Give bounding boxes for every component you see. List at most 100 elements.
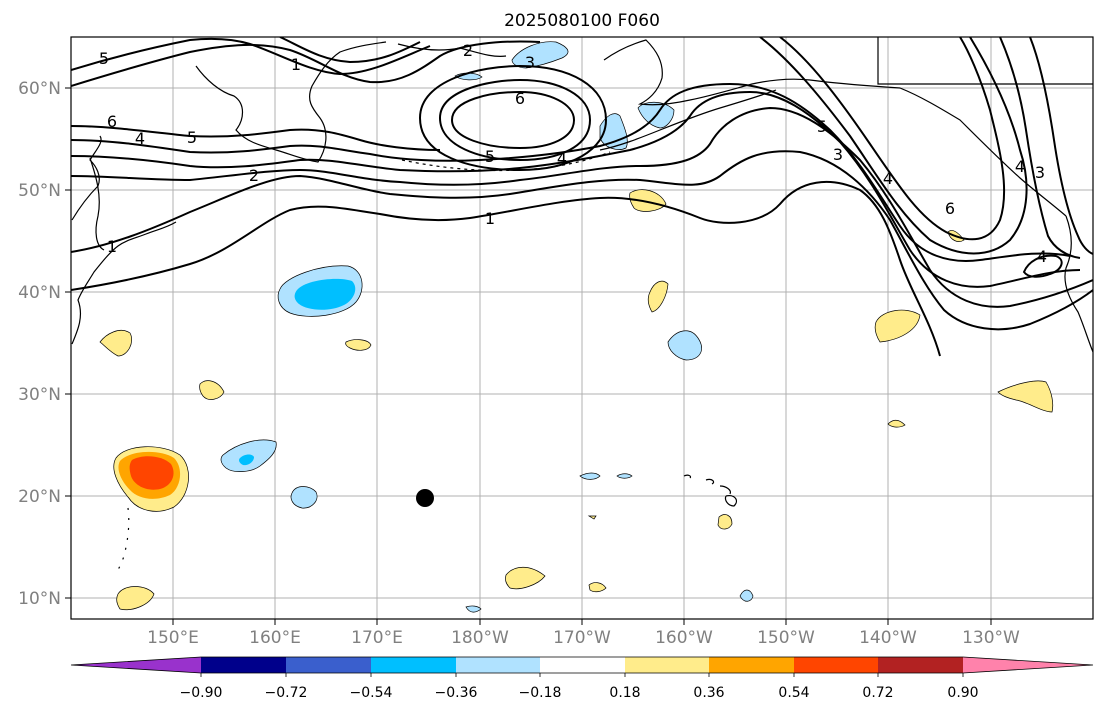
- warm-patch-27n-140w: [887, 420, 906, 428]
- colorbar-labels: −0.90 −0.72 −0.54 −0.36 −0.18 0.18 0.36 …: [180, 685, 979, 701]
- colorbar-segment: [709, 657, 794, 673]
- shaded-regions: [99, 41, 1054, 613]
- x-tick-label: 170°W: [553, 628, 611, 648]
- y-tick-label: 20°N: [18, 487, 61, 507]
- warm-patch-12n-177w: [505, 566, 546, 590]
- cold-patch-63n-175w: [511, 41, 569, 69]
- warm-patch-31n-153e: [199, 380, 225, 400]
- colorbar-segment: [286, 657, 371, 673]
- x-tick-label: 130°W: [962, 628, 1020, 648]
- contour-north-3: [279, 37, 421, 64]
- colorbar-segment: [371, 657, 456, 673]
- warm-patch-11n-169w: [588, 582, 607, 593]
- map-title: 2025080100 F060: [504, 11, 660, 31]
- colorbar-extend-max: [963, 657, 1093, 673]
- contour-low-ring-3: [418, 64, 608, 172]
- contour-label: 2: [249, 166, 259, 185]
- contour-label: 6: [515, 89, 525, 108]
- contour-label: 4: [1037, 247, 1047, 266]
- cold-patch-34n-160w: [667, 330, 702, 361]
- contour-label: 2: [463, 41, 473, 60]
- axis-ticks: [65, 87, 992, 625]
- contour-5-south: [71, 82, 1071, 262]
- colorbar-label: −0.72: [265, 685, 308, 701]
- warm-patch-35n-145e: [99, 329, 132, 357]
- coast-sakhalin: [89, 157, 105, 251]
- colorbar-label: 0.54: [778, 685, 809, 701]
- contour-label: 5: [485, 147, 495, 166]
- cold-blob-20n: [290, 486, 318, 509]
- y-tick-label: 60°N: [18, 79, 61, 99]
- colorbar-label: −0.90: [180, 685, 223, 701]
- contour-4-south: [71, 90, 1081, 288]
- cold-patch-9n-179w: [465, 605, 482, 613]
- contour-1-south: [71, 180, 941, 357]
- warm-patch-39n-163w: [647, 280, 669, 313]
- contour-label: 6: [945, 199, 955, 218]
- lon-gridlines: [172, 37, 992, 619]
- x-tick-label: 180°W: [451, 628, 509, 648]
- contour-label: 3: [525, 53, 535, 72]
- contour-label: 4: [883, 169, 893, 188]
- contour-north-2: [71, 37, 431, 76]
- y-tick-label: 50°N: [18, 181, 61, 201]
- x-tick-label: 160°W: [655, 628, 713, 648]
- y-tick-label: 10°N: [18, 589, 61, 609]
- contour-2-south: [71, 150, 1093, 331]
- contour-label: 5: [187, 128, 197, 147]
- contour-label: 1: [485, 209, 495, 228]
- warm-blob-core-red: [129, 456, 174, 490]
- warm-patch-10n-150e: [116, 586, 155, 611]
- contour-3-south: [71, 106, 1093, 308]
- colorbar-segment: [878, 657, 963, 673]
- warm-patch-17n-156w: [717, 514, 733, 530]
- contour-east-1: [759, 37, 1028, 255]
- x-tick-label: 170°E: [351, 628, 403, 648]
- cold-blob-24n-core: [239, 454, 254, 466]
- coast-marianas: [117, 507, 130, 571]
- contour-labels: 5 6 4 5 2 1 1 6 5 4 3 2 1 5 3 4 6 4 3 4: [99, 41, 1047, 266]
- contour-label: 4: [135, 129, 145, 148]
- warm-patch-35n-168e: [345, 339, 372, 351]
- coast-alaska-west: [603, 39, 811, 106]
- coast-hawaii: [683, 474, 738, 507]
- cold-patch-20n-166w: [616, 473, 633, 479]
- colorbar-segment: [456, 657, 540, 673]
- y-tick-labels: 60°N 50°N 40°N 30°N 20°N 10°N: [18, 79, 61, 609]
- colorbar-segment: [794, 657, 878, 673]
- contour-north-1: [71, 40, 541, 87]
- colorbar: [70, 656, 1094, 677]
- contour-6-south: [71, 125, 441, 151]
- colorbar-segment: [540, 657, 625, 673]
- colorbar-label: 0.72: [862, 685, 893, 701]
- x-tick-label: 140°W: [859, 628, 917, 648]
- coast-gulf-of-alaska: [809, 79, 1067, 217]
- y-tick-label: 40°N: [18, 283, 61, 303]
- x-tick-label: 150°W: [757, 628, 815, 648]
- colorbar-label: 0.90: [947, 685, 978, 701]
- contour-label: 5: [817, 117, 827, 136]
- coast-bc-washington: [1064, 215, 1093, 353]
- contour-label: 4: [1015, 157, 1025, 176]
- contour-east-small: [1022, 254, 1063, 278]
- contour-low-ring-2: [450, 90, 576, 150]
- x-tick-label: 150°E: [147, 628, 199, 648]
- colorbar-segment: [625, 657, 709, 673]
- coast-canada-border: [877, 37, 1093, 85]
- position-marker: [416, 489, 434, 507]
- y-tick-label: 30°N: [18, 385, 61, 405]
- x-tick-label: 160°E: [249, 628, 301, 648]
- cold-blob-40n-core: [294, 278, 356, 310]
- contour-label: 4: [557, 149, 567, 168]
- cold-patch-20n-170w: [579, 472, 601, 480]
- warm-patch-37n-141w: [874, 309, 921, 343]
- contour-label: 1: [291, 55, 301, 74]
- colorbar-label: −0.54: [350, 685, 393, 701]
- colorbar-extend-min: [71, 657, 201, 673]
- colorbar-label: −0.18: [519, 685, 562, 701]
- coast-alaska-peninsula: [599, 89, 777, 151]
- colorbar-segment: [201, 657, 286, 673]
- colorbar-label: 0.18: [609, 685, 640, 701]
- warm-patch-18n-169w: [587, 515, 597, 520]
